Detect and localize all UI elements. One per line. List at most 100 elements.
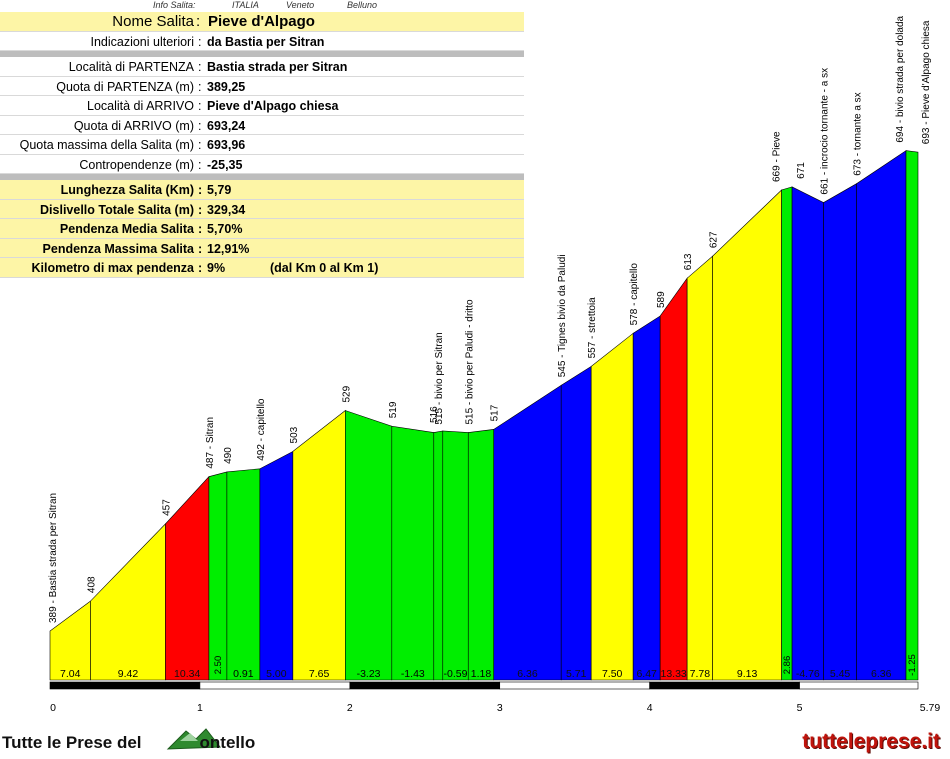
point-label: 694 - bivio strada per dolada (895, 15, 906, 142)
info-panel-top: Nome Salita : Pieve d'Alpago Indicazioni… (0, 12, 524, 278)
profile-segment (292, 409, 346, 681)
point-label: 557 - strettoia (587, 297, 598, 359)
divider (0, 174, 524, 180)
slope-label: 6.47 (636, 668, 657, 680)
info-row-end-altitude: Quota di ARRIVO (m) : 693,24 (0, 116, 524, 135)
slope-label: 10.34 (174, 668, 200, 680)
km-bar-segment (799, 681, 919, 690)
x-tick-label: 1 (197, 702, 203, 714)
slope-label: 9.13 (737, 668, 758, 680)
profile-segment (208, 471, 228, 681)
slope-label: 7.50 (602, 668, 623, 680)
info-row-value: Pieve d'Alpago chiesa (207, 99, 339, 113)
profile-segment (442, 430, 469, 681)
x-tick-label: 4 (647, 702, 653, 714)
info-row-label: Località di ARRIVO (87, 99, 194, 113)
info-row-length: Lunghezza Salita (Km) : 5,79 (0, 180, 524, 200)
slope-label: 7.65 (309, 668, 330, 680)
point-label: 661 - incrocio tornante - a sx (820, 68, 831, 195)
info-row-label: Lunghezza Salita (Km) (60, 183, 194, 197)
info-row-value: Bastia strada per Sitran (207, 60, 348, 74)
slope-label: 5.71 (566, 668, 587, 680)
profile-segment (781, 186, 793, 681)
info-row-avg-gradient: Pendenza Media Salita : 5,70% (0, 219, 524, 239)
footer-site-link[interactable]: tutteleprese.it (802, 730, 940, 753)
info-row-value: Pieve d'Alpago (208, 13, 315, 30)
slope-label: 7.78 (690, 668, 711, 680)
point-label: 545 - Tignes bivio da Paludi (557, 254, 568, 377)
slope-label: 2.50 (213, 656, 224, 675)
profile-segment (493, 384, 562, 681)
info-row-label: Quota di PARTENZA (m) (56, 79, 194, 94)
info-header-region: Veneto (286, 0, 315, 10)
info-header-country: ITALIA (232, 0, 259, 10)
point-label: 487 - Sitran (205, 417, 216, 469)
point-label: 515 - bivio per Sitran (434, 332, 445, 424)
km-bar (49, 681, 919, 690)
profile-segment (259, 450, 294, 681)
info-header-province: Belluno (347, 0, 378, 10)
profile-segment (90, 523, 166, 681)
info-row-value: 693,96 (207, 138, 246, 152)
x-tick-label: 5.79 (920, 702, 941, 714)
info-row-label: Kilometro di max pendenza (31, 261, 194, 275)
slope-label: -4.76 (796, 668, 820, 680)
point-label: 408 (86, 576, 97, 593)
x-tick-label: 3 (497, 702, 503, 714)
info-row-value: 5,70% (207, 222, 243, 236)
point-label: 693 - Pieve d'Alpago chiesa (921, 20, 932, 144)
profile-segment (433, 430, 444, 681)
profile-segment (391, 425, 435, 681)
footer-brand-text-end: ontello (199, 733, 256, 752)
point-label: 457 (161, 499, 172, 516)
point-label: 519 (388, 401, 399, 418)
point-label: 503 (289, 426, 300, 443)
slope-label: 9.42 (118, 668, 139, 680)
info-row-label: Quota di ARRIVO (m) (73, 118, 194, 133)
info-row-counter-slope: Contropendenze (m) : -25,35 (0, 155, 524, 174)
info-row-label: Dislivello Totale Salita (m) (40, 202, 194, 217)
point-label: 589 (656, 291, 667, 308)
slope-label: -1.43 (401, 668, 425, 680)
point-label: 389 - Bastia strada per Sitran (48, 493, 59, 623)
point-label: 627 (709, 231, 720, 248)
info-row-label: Contropendenze (m) (79, 157, 194, 172)
info-row-value: 389,25 (207, 79, 246, 94)
slope-label: 5.45 (830, 668, 851, 680)
profile-segment (905, 150, 919, 681)
info-row-value: 329,34 (207, 202, 246, 217)
point-label: 673 - tornante a sx (853, 92, 864, 175)
profile-segment (856, 150, 907, 681)
point-label: 578 - capitello (629, 263, 640, 326)
slope-label: 6.36 (517, 668, 538, 680)
point-label: 669 - Pieve (772, 131, 783, 182)
slope-label: -1.25 (907, 654, 918, 676)
montello-logo-icon (166, 728, 221, 750)
profile-segment (823, 183, 857, 681)
profile-segment (659, 277, 688, 681)
km-bar-segment (199, 681, 351, 690)
point-label: 613 (683, 253, 694, 270)
x-tick-label: 2 (347, 702, 353, 714)
point-label: 492 - capitello (256, 398, 267, 461)
x-tick-label: 5 (797, 702, 803, 714)
profile-segments (49, 150, 919, 681)
point-label: 490 (223, 447, 234, 464)
info-row-name: Nome Salita : Pieve d'Alpago (0, 12, 524, 32)
info-row-max-gradient: Pendenza Massima Salita : 12,91% (0, 238, 524, 258)
point-label: 517 (490, 404, 501, 421)
info-row-label: Pendenza Massima Salita (42, 241, 194, 256)
info-row-start-place: Località di PARTENZA : Bastia strada per… (0, 57, 524, 77)
info-row-note: (dal Km 0 al Km 1) (270, 261, 379, 275)
divider (0, 51, 524, 57)
profile-segment (345, 410, 393, 681)
info-row-value: 5,79 (207, 183, 232, 197)
info-row-value: 9% (207, 261, 226, 275)
slope-label: 5.00 (266, 668, 287, 680)
profile-segment (686, 255, 713, 681)
slope-label: -0.59 (444, 668, 468, 680)
slope-label: 2.86 (782, 656, 793, 675)
info-row-label: Indicazioni ulteriori (90, 34, 194, 49)
info-row-start-altitude: Quota di PARTENZA (m) : 389,25 (0, 77, 524, 96)
